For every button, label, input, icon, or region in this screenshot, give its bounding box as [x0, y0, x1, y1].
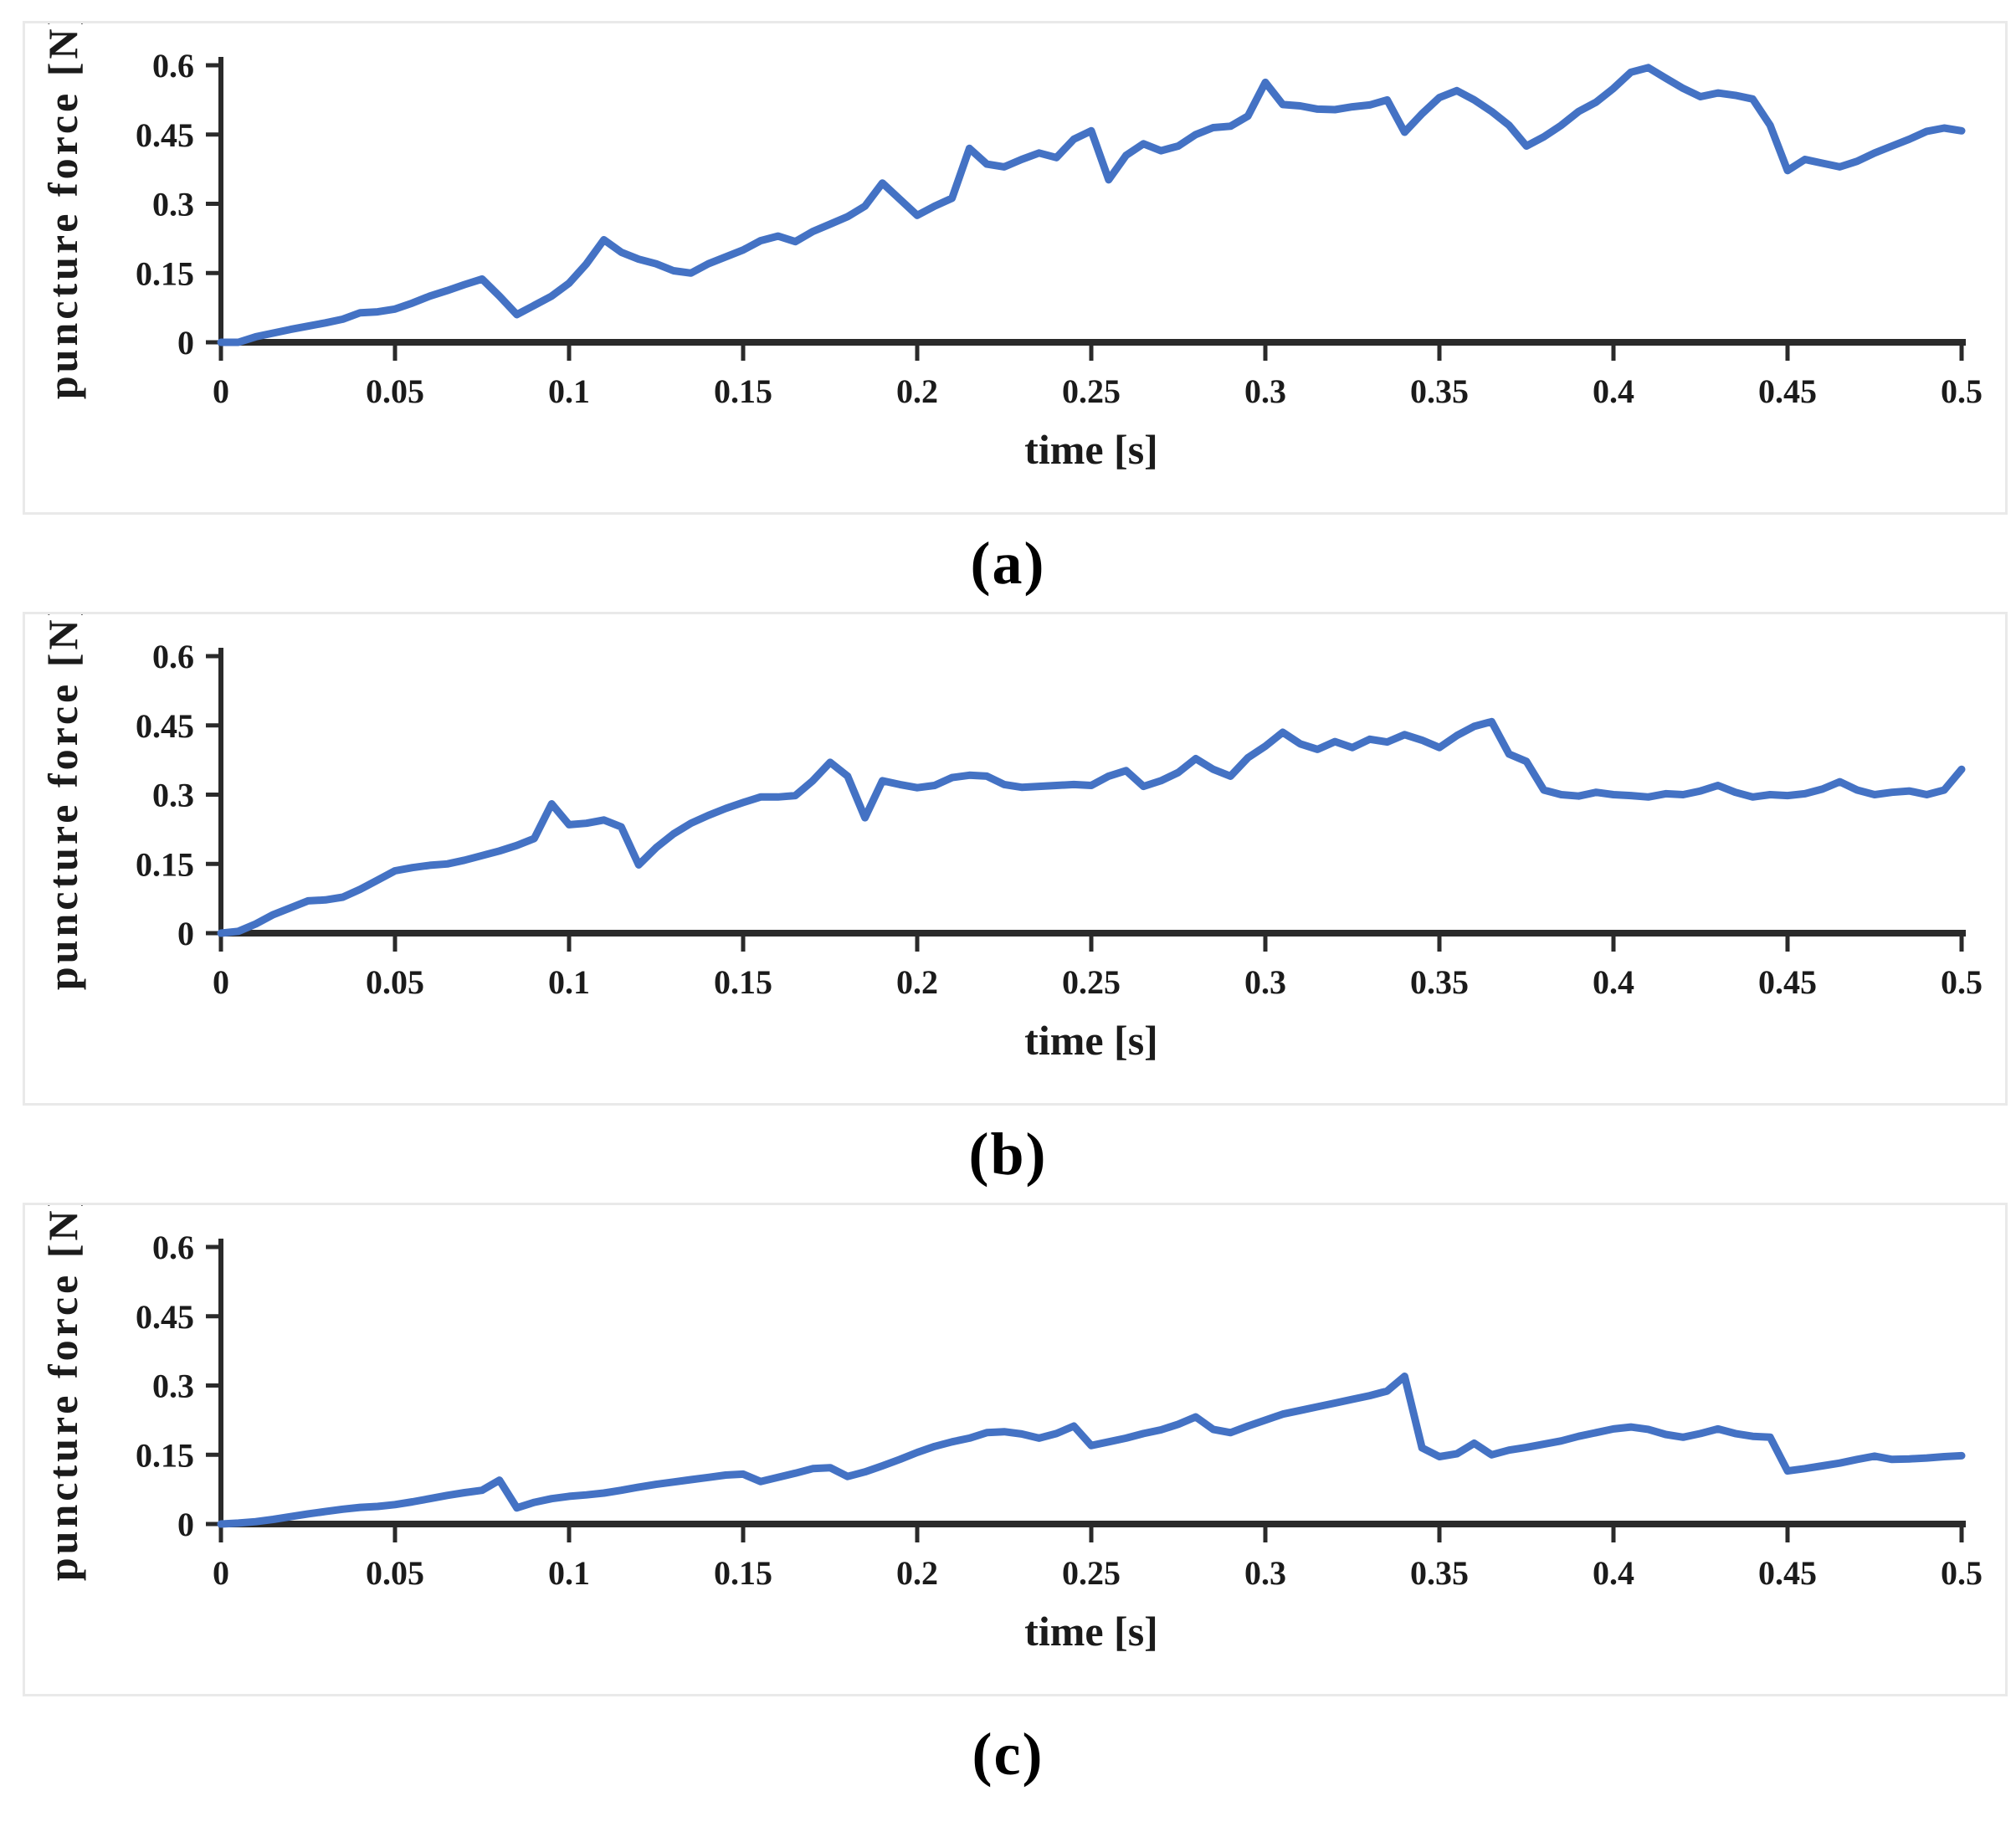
caption-row-c: (c)	[0, 1696, 2016, 1813]
y-axis-label: puncture force [N]	[39, 23, 86, 399]
data-line-puncture-force	[217, 1373, 1966, 1528]
chart-panel-a: 0 0.15 0.3 0.45 0.6 0 0.05 0.1 0.15 0.2 0.25 0.3 0.3…	[23, 21, 2008, 515]
x-tick-label: 0.45	[1758, 963, 1817, 1001]
y-tick-label: 0.6	[152, 1229, 194, 1266]
x-tick-label: 0.5	[1941, 963, 1983, 1001]
caption-row-b: (b)	[0, 1106, 2016, 1203]
y-tick-label: 0.15	[136, 845, 194, 883]
x-tick-label: 0.3	[1244, 372, 1286, 410]
data-line-puncture-force	[217, 64, 1966, 346]
x-tick-label: 0.35	[1410, 1554, 1469, 1592]
x-axis-label: time [s]	[1024, 1608, 1158, 1655]
x-tick-label: 0.4	[1593, 963, 1634, 1001]
y-tick-label: 0.3	[152, 1368, 194, 1405]
x-tick-label: 0.25	[1062, 963, 1121, 1001]
line-chart-b: 0 0.15 0.3 0.45 0.6 0 0.05 0.1 0.15 0.2 0.25 0.3 0.3…	[39, 614, 1983, 1064]
line-chart-c: 0 0.15 0.3 0.45 0.6 0 0.05 0.1 0.15 0.2 0.25 0.3 0.3…	[39, 1205, 1983, 1655]
x-tick-label: 0.2	[896, 1554, 938, 1592]
x-tick-label: 0.35	[1410, 963, 1469, 1001]
caption-row-a: (a)	[0, 515, 2016, 612]
x-tick-label: 0.15	[714, 372, 772, 410]
figure: 0 0.15 0.3 0.45 0.6 0 0.05 0.1 0.15 0.2 0.25 0.3 0.3…	[0, 21, 2016, 1813]
x-tick-label: 0	[213, 963, 229, 1001]
x-tick-label: 0.4	[1593, 372, 1634, 410]
caption-a: (a)	[970, 529, 1046, 597]
x-tick-label: 0.05	[366, 1554, 424, 1592]
x-tick-label: 0.15	[714, 1554, 772, 1592]
x-tick-label: 0.4	[1593, 1554, 1634, 1592]
x-tick-label: 0.05	[366, 372, 424, 410]
y-tick-label: 0.15	[136, 1436, 194, 1474]
x-tick-label: 0.15	[714, 963, 772, 1001]
y-tick-label: 0	[177, 324, 194, 362]
x-tick-label: 0.3	[1244, 963, 1286, 1001]
x-tick-label: 0.25	[1062, 1554, 1121, 1592]
caption-c: (c)	[972, 1721, 1044, 1788]
y-tick-label: 0.6	[152, 47, 194, 85]
y-tick-label: 0.15	[136, 254, 194, 292]
y-axis-label: puncture force [N]	[39, 614, 86, 990]
x-axis-label: time [s]	[1024, 1017, 1158, 1064]
chart-panel-c: 0 0.15 0.3 0.45 0.6 0 0.05 0.1 0.15 0.2 0.25 0.3 0.3…	[23, 1203, 2008, 1696]
x-tick-label: 0	[213, 372, 229, 410]
y-tick-label: 0.3	[152, 777, 194, 814]
x-tick-label: 0.5	[1941, 372, 1983, 410]
y-tick-label: 0	[177, 915, 194, 952]
x-axis-label: time [s]	[1024, 426, 1158, 473]
x-tick-label: 0.3	[1244, 1554, 1286, 1592]
x-tick-label: 0.25	[1062, 372, 1121, 410]
y-tick-label: 0	[177, 1506, 194, 1543]
x-tick-label: 0.1	[548, 1554, 590, 1592]
x-tick-label: 0.45	[1758, 1554, 1817, 1592]
x-tick-label: 0.2	[896, 963, 938, 1001]
x-tick-label: 0.05	[366, 963, 424, 1001]
y-tick-label: 0.45	[136, 707, 194, 745]
x-tick-label: 0.45	[1758, 372, 1817, 410]
x-tick-label: 0.5	[1941, 1554, 1983, 1592]
x-tick-label: 0.1	[548, 963, 590, 1001]
x-tick-label: 0.2	[896, 372, 938, 410]
x-tick-label: 0.35	[1410, 372, 1469, 410]
data-line-puncture-force	[217, 717, 1966, 937]
y-tick-label: 0.6	[152, 638, 194, 675]
x-tick-label: 0.1	[548, 372, 590, 410]
line-chart-a: 0 0.15 0.3 0.45 0.6 0 0.05 0.1 0.15 0.2 0.25 0.3 0.3…	[39, 23, 1983, 473]
y-tick-label: 0.3	[152, 186, 194, 223]
y-axis-label: puncture force [N]	[39, 1205, 86, 1581]
x-tick-label: 0	[213, 1554, 229, 1592]
y-tick-label: 0.45	[136, 116, 194, 154]
caption-b: (b)	[968, 1120, 1048, 1188]
chart-panel-b: 0 0.15 0.3 0.45 0.6 0 0.05 0.1 0.15 0.2 0.25 0.3 0.3…	[23, 612, 2008, 1106]
y-tick-label: 0.45	[136, 1298, 194, 1336]
